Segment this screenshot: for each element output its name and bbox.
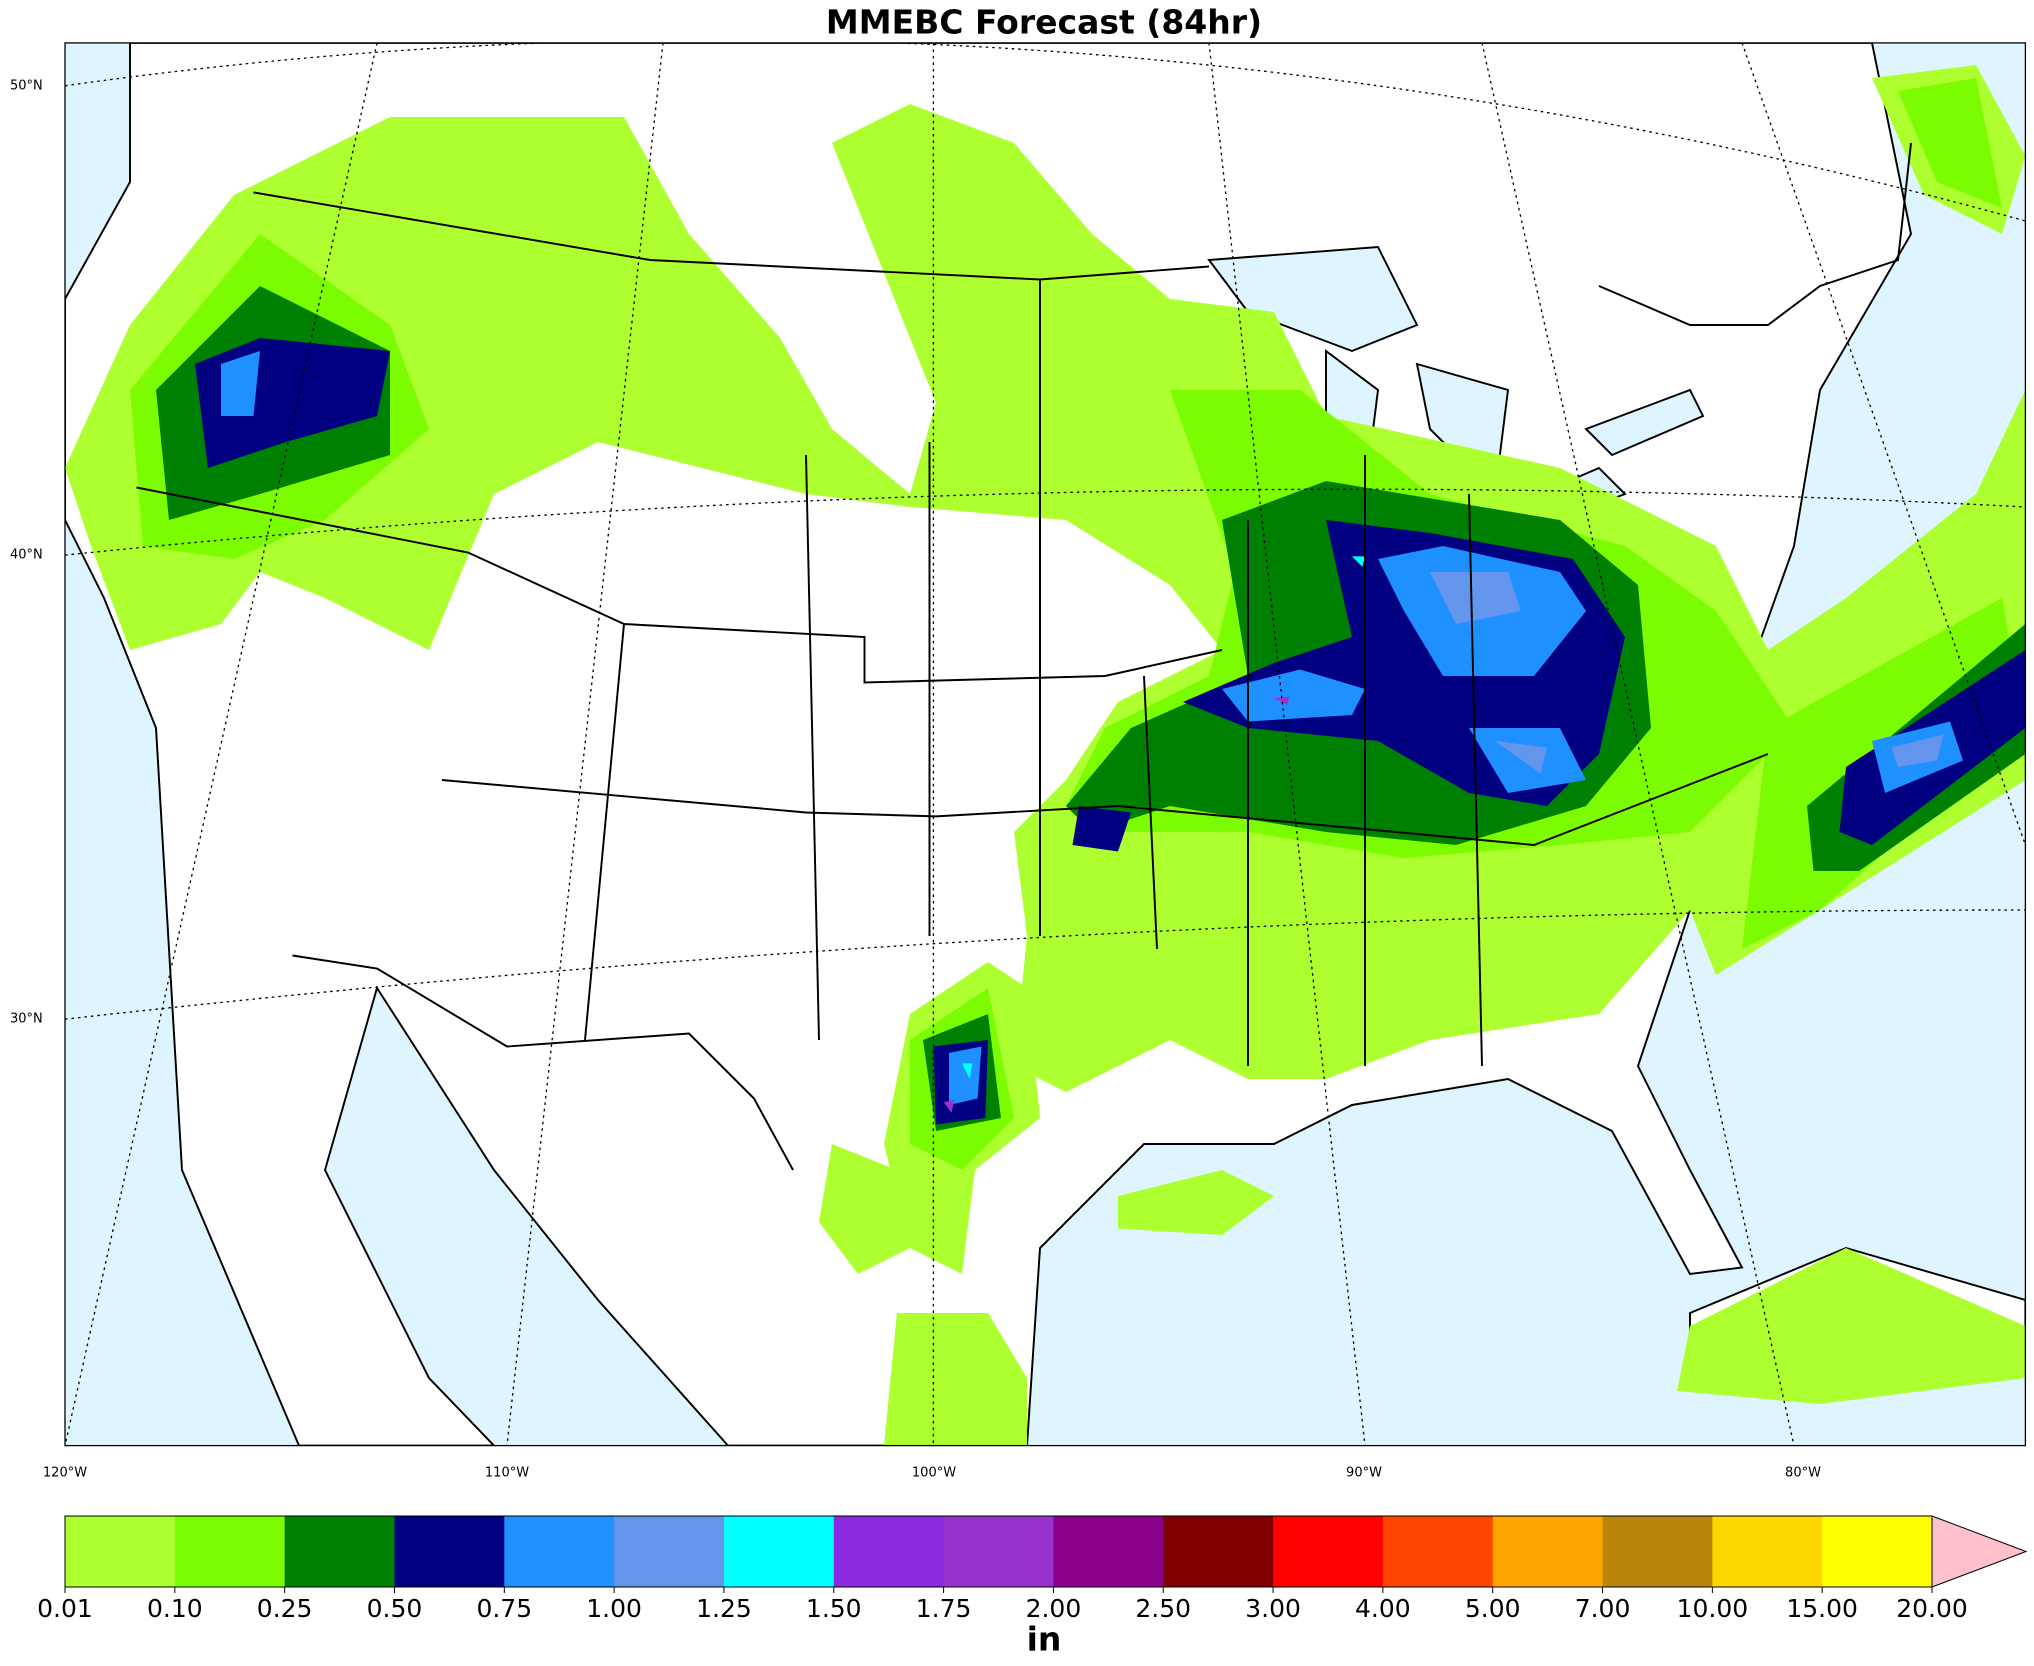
- colorbar-swatch: [1602, 1516, 1713, 1587]
- state-borders: [136, 142, 1912, 1171]
- colorbar-label: 1.50: [806, 1594, 862, 1623]
- colorbar: 0.01 0.10 0.25 0.50 0.75 1.00 1.25 1.50 1.75 2.00…: [37, 1515, 2028, 1623]
- colorbar-swatch: [504, 1516, 615, 1587]
- colorbar-label: 20.00: [1896, 1594, 1968, 1623]
- colorbar-label: 2.50: [1135, 1594, 1191, 1623]
- graticule: [64, 42, 2026, 1446]
- colorbar-swatch: [1492, 1516, 1604, 1587]
- lon-label: 100°W: [912, 1466, 956, 1481]
- colorbar-unit: in: [1027, 1620, 1062, 1659]
- colorbar-swatch: [833, 1516, 945, 1587]
- lat-label: 50°N: [10, 79, 43, 94]
- colorbar-swatch: [1382, 1516, 1494, 1587]
- colorbar-swatch: [1712, 1516, 1823, 1587]
- colorbar-label: 1.00: [586, 1594, 642, 1623]
- lat-label: 40°N: [10, 548, 43, 563]
- colorbar-label: 2.00: [1026, 1594, 1082, 1623]
- colorbar-label: 1.25: [696, 1594, 752, 1623]
- lon-label: 80°W: [1785, 1466, 1821, 1481]
- colorbar-swatch: [1273, 1516, 1384, 1587]
- lon-label: 110°W: [485, 1466, 529, 1481]
- map-frame: [64, 42, 2027, 1447]
- colorbar-label: 0.25: [257, 1594, 313, 1623]
- colorbar-label: 10.00: [1677, 1594, 1749, 1623]
- colorbar-swatch: [394, 1516, 505, 1587]
- axis-labels: 50°N 40°N 30°N 120°W 110°W 100°W 90°W 80°W: [10, 79, 1821, 1481]
- map: [64, 42, 2027, 1447]
- colorbar-label: 5.00: [1465, 1594, 1521, 1623]
- colorbar-label: 0.01: [37, 1594, 93, 1623]
- colorbar-label: 0.75: [476, 1594, 532, 1623]
- colorbar-swatch: [1053, 1516, 1164, 1587]
- colorbar-swatch: [65, 1516, 176, 1587]
- colorbar-label: 0.10: [147, 1594, 203, 1623]
- lon-label: 90°W: [1346, 1466, 1382, 1481]
- lon-label: 120°W: [43, 1466, 87, 1481]
- colorbar-swatch: [614, 1516, 725, 1587]
- lat-label: 30°N: [10, 1012, 43, 1027]
- colorbar-label: 1.75: [916, 1594, 972, 1623]
- colorbar-swatch: [174, 1516, 286, 1587]
- colorbar-label: 15.00: [1786, 1594, 1858, 1623]
- title: MMEBC Forecast (84hr): [826, 3, 1262, 42]
- colorbar-label: 4.00: [1355, 1594, 1411, 1623]
- colorbar-swatch: [723, 1516, 835, 1587]
- colorbar-label: 7.00: [1575, 1594, 1631, 1623]
- colorbar-swatch: [284, 1516, 395, 1587]
- colorbar-frame: [64, 1515, 1933, 1588]
- colorbar-swatch: [943, 1516, 1054, 1587]
- colorbar-swatch: [1163, 1516, 1274, 1587]
- colorbar-label: 0.50: [367, 1594, 423, 1623]
- colorbar-swatch: [1822, 1516, 1933, 1587]
- colorbar-label: 3.00: [1245, 1594, 1301, 1623]
- colorbar-extend: [1931, 1515, 2028, 1588]
